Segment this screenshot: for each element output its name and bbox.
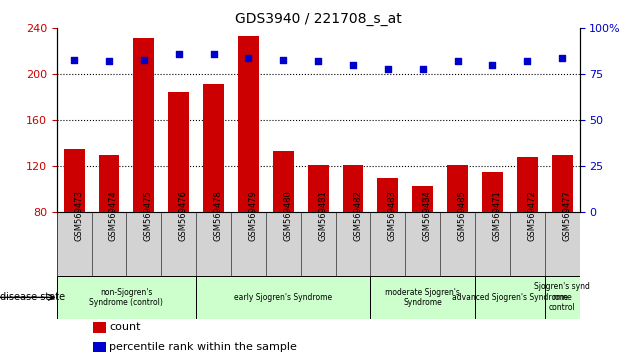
Bar <box>57 276 196 319</box>
Bar <box>343 165 364 304</box>
Bar <box>377 178 398 304</box>
Text: GSM569480: GSM569480 <box>284 190 292 241</box>
Point <box>104 59 114 64</box>
Text: GSM569482: GSM569482 <box>353 190 362 241</box>
Text: disease state: disease state <box>0 292 65 302</box>
Text: early Sjogren's Syndrome: early Sjogren's Syndrome <box>234 293 333 302</box>
Text: GSM569475: GSM569475 <box>144 190 153 241</box>
Point <box>452 59 462 64</box>
Point <box>139 57 149 62</box>
Bar <box>412 186 433 304</box>
Bar <box>545 276 580 319</box>
Bar <box>447 165 468 304</box>
Point <box>418 66 428 72</box>
Text: GSM569476: GSM569476 <box>179 190 188 241</box>
Bar <box>482 172 503 304</box>
Text: GSM569477: GSM569477 <box>562 190 571 241</box>
Bar <box>93 342 106 352</box>
Text: GSM569478: GSM569478 <box>214 190 222 241</box>
Text: GSM569483: GSM569483 <box>388 190 397 241</box>
Point <box>522 59 532 64</box>
Point <box>313 59 323 64</box>
Point <box>348 62 358 68</box>
Text: Sjogren's synd
rome
control: Sjogren's synd rome control <box>534 282 590 312</box>
Text: percentile rank within the sample: percentile rank within the sample <box>109 342 297 352</box>
Text: GSM569479: GSM569479 <box>248 190 258 241</box>
Text: GSM569472: GSM569472 <box>527 190 536 241</box>
Bar <box>273 152 294 304</box>
Text: GSM569484: GSM569484 <box>423 190 432 241</box>
Point <box>557 55 567 61</box>
Bar <box>98 155 120 304</box>
Bar <box>203 84 224 304</box>
Text: advanced Sjogren's Syndrome: advanced Sjogren's Syndrome <box>452 293 568 302</box>
Point <box>488 62 498 68</box>
Bar <box>196 276 370 319</box>
Text: GSM569481: GSM569481 <box>318 190 327 241</box>
Bar <box>370 276 475 319</box>
Point <box>209 51 219 57</box>
Bar <box>93 322 106 333</box>
Text: GSM569474: GSM569474 <box>109 190 118 241</box>
Text: non-Sjogren's
Syndrome (control): non-Sjogren's Syndrome (control) <box>89 288 163 307</box>
Bar <box>168 92 189 304</box>
Point <box>383 66 393 72</box>
Point <box>278 57 289 62</box>
Text: moderate Sjogren's
Syndrome: moderate Sjogren's Syndrome <box>386 288 460 307</box>
Point <box>243 55 253 61</box>
Text: GSM569473: GSM569473 <box>74 190 83 241</box>
Title: GDS3940 / 221708_s_at: GDS3940 / 221708_s_at <box>235 12 401 26</box>
Text: GSM569471: GSM569471 <box>493 190 501 241</box>
Bar <box>134 38 154 304</box>
Bar <box>238 36 259 304</box>
Bar <box>552 155 573 304</box>
Bar <box>307 165 329 304</box>
Bar <box>517 157 538 304</box>
Point <box>174 51 184 57</box>
Point <box>69 57 79 62</box>
Bar <box>64 149 84 304</box>
Text: count: count <box>109 322 140 332</box>
Text: GSM569485: GSM569485 <box>457 190 467 241</box>
Bar <box>475 276 545 319</box>
